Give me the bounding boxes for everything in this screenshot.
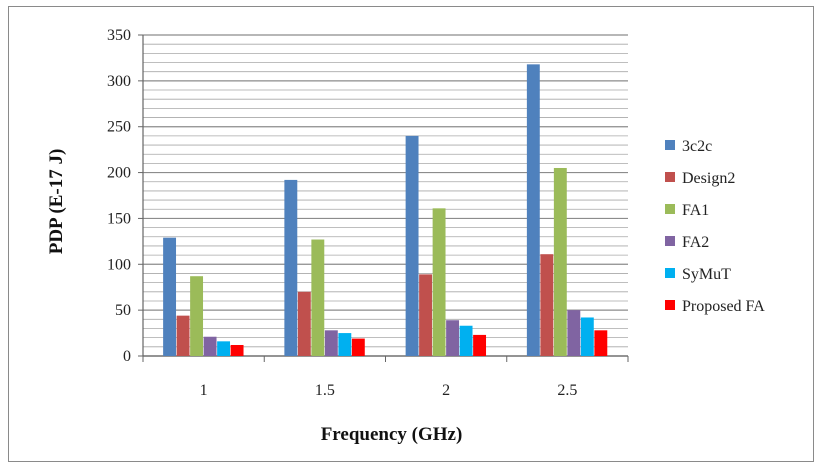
x-axis-title: Frequency (GHz) (321, 424, 463, 445)
bar-proposed-fa-2.5 (594, 330, 608, 356)
legend-swatch-fa2 (665, 236, 675, 246)
y-tick-label: 50 (115, 302, 131, 319)
bar-fa2-2 (446, 320, 460, 356)
bar-fa2-2.5 (567, 310, 581, 356)
bar-proposed-fa-1.5 (351, 338, 365, 356)
legend-label: SyMuT (682, 266, 731, 283)
bar-symut-2 (459, 325, 473, 356)
y-tick-label: 200 (107, 165, 131, 182)
legend-swatch-fa1 (665, 204, 675, 214)
legend-swatch-design2 (665, 172, 675, 182)
legend-swatch-symut (665, 268, 675, 278)
legend-swatch-proposed-fa (665, 300, 675, 310)
legend-label: FA2 (682, 234, 709, 251)
bar-fa2-1 (203, 336, 217, 356)
legend-label: Design2 (682, 170, 735, 187)
bar-fa1-2 (432, 208, 446, 356)
bar-3c2c-2.5 (526, 64, 540, 356)
bar-fa1-1.5 (311, 239, 325, 356)
bar-3c2c-1 (163, 237, 177, 356)
bar-design2-2 (419, 274, 433, 356)
legend-swatch-3c2c (665, 140, 675, 150)
bar-proposed-fa-2 (473, 334, 487, 356)
legend-label: FA1 (682, 202, 709, 219)
bar-design2-1 (176, 315, 190, 356)
x-tick-label: 1 (200, 382, 208, 399)
x-tick-label: 1.5 (315, 382, 335, 399)
y-axis-title: PDP (E-17 J) (46, 149, 67, 255)
y-tick-label: 350 (107, 27, 131, 44)
y-tick-label: 0 (123, 348, 131, 365)
bar-proposed-fa-1 (230, 344, 244, 356)
x-tick-label: 2.5 (557, 382, 577, 399)
bar-3c2c-1.5 (284, 179, 298, 356)
y-tick-label: 300 (107, 73, 131, 90)
bar-fa1-2.5 (553, 167, 567, 356)
bar-symut-1.5 (338, 333, 352, 356)
legend-label: Proposed FA (682, 298, 765, 315)
bar-3c2c-2 (405, 135, 419, 356)
bar-design2-1.5 (297, 291, 311, 356)
legend-label: 3c2c (682, 138, 712, 155)
bar-fa2-1.5 (324, 330, 338, 356)
y-tick-label: 150 (107, 210, 131, 227)
bar-design2-2.5 (540, 254, 554, 356)
x-tick-label: 2 (442, 382, 450, 399)
bar-symut-1 (217, 341, 231, 356)
bar-symut-2.5 (580, 317, 594, 356)
y-tick-label: 100 (107, 256, 131, 273)
bar-fa1-1 (190, 276, 204, 356)
y-tick-label: 250 (107, 119, 131, 136)
